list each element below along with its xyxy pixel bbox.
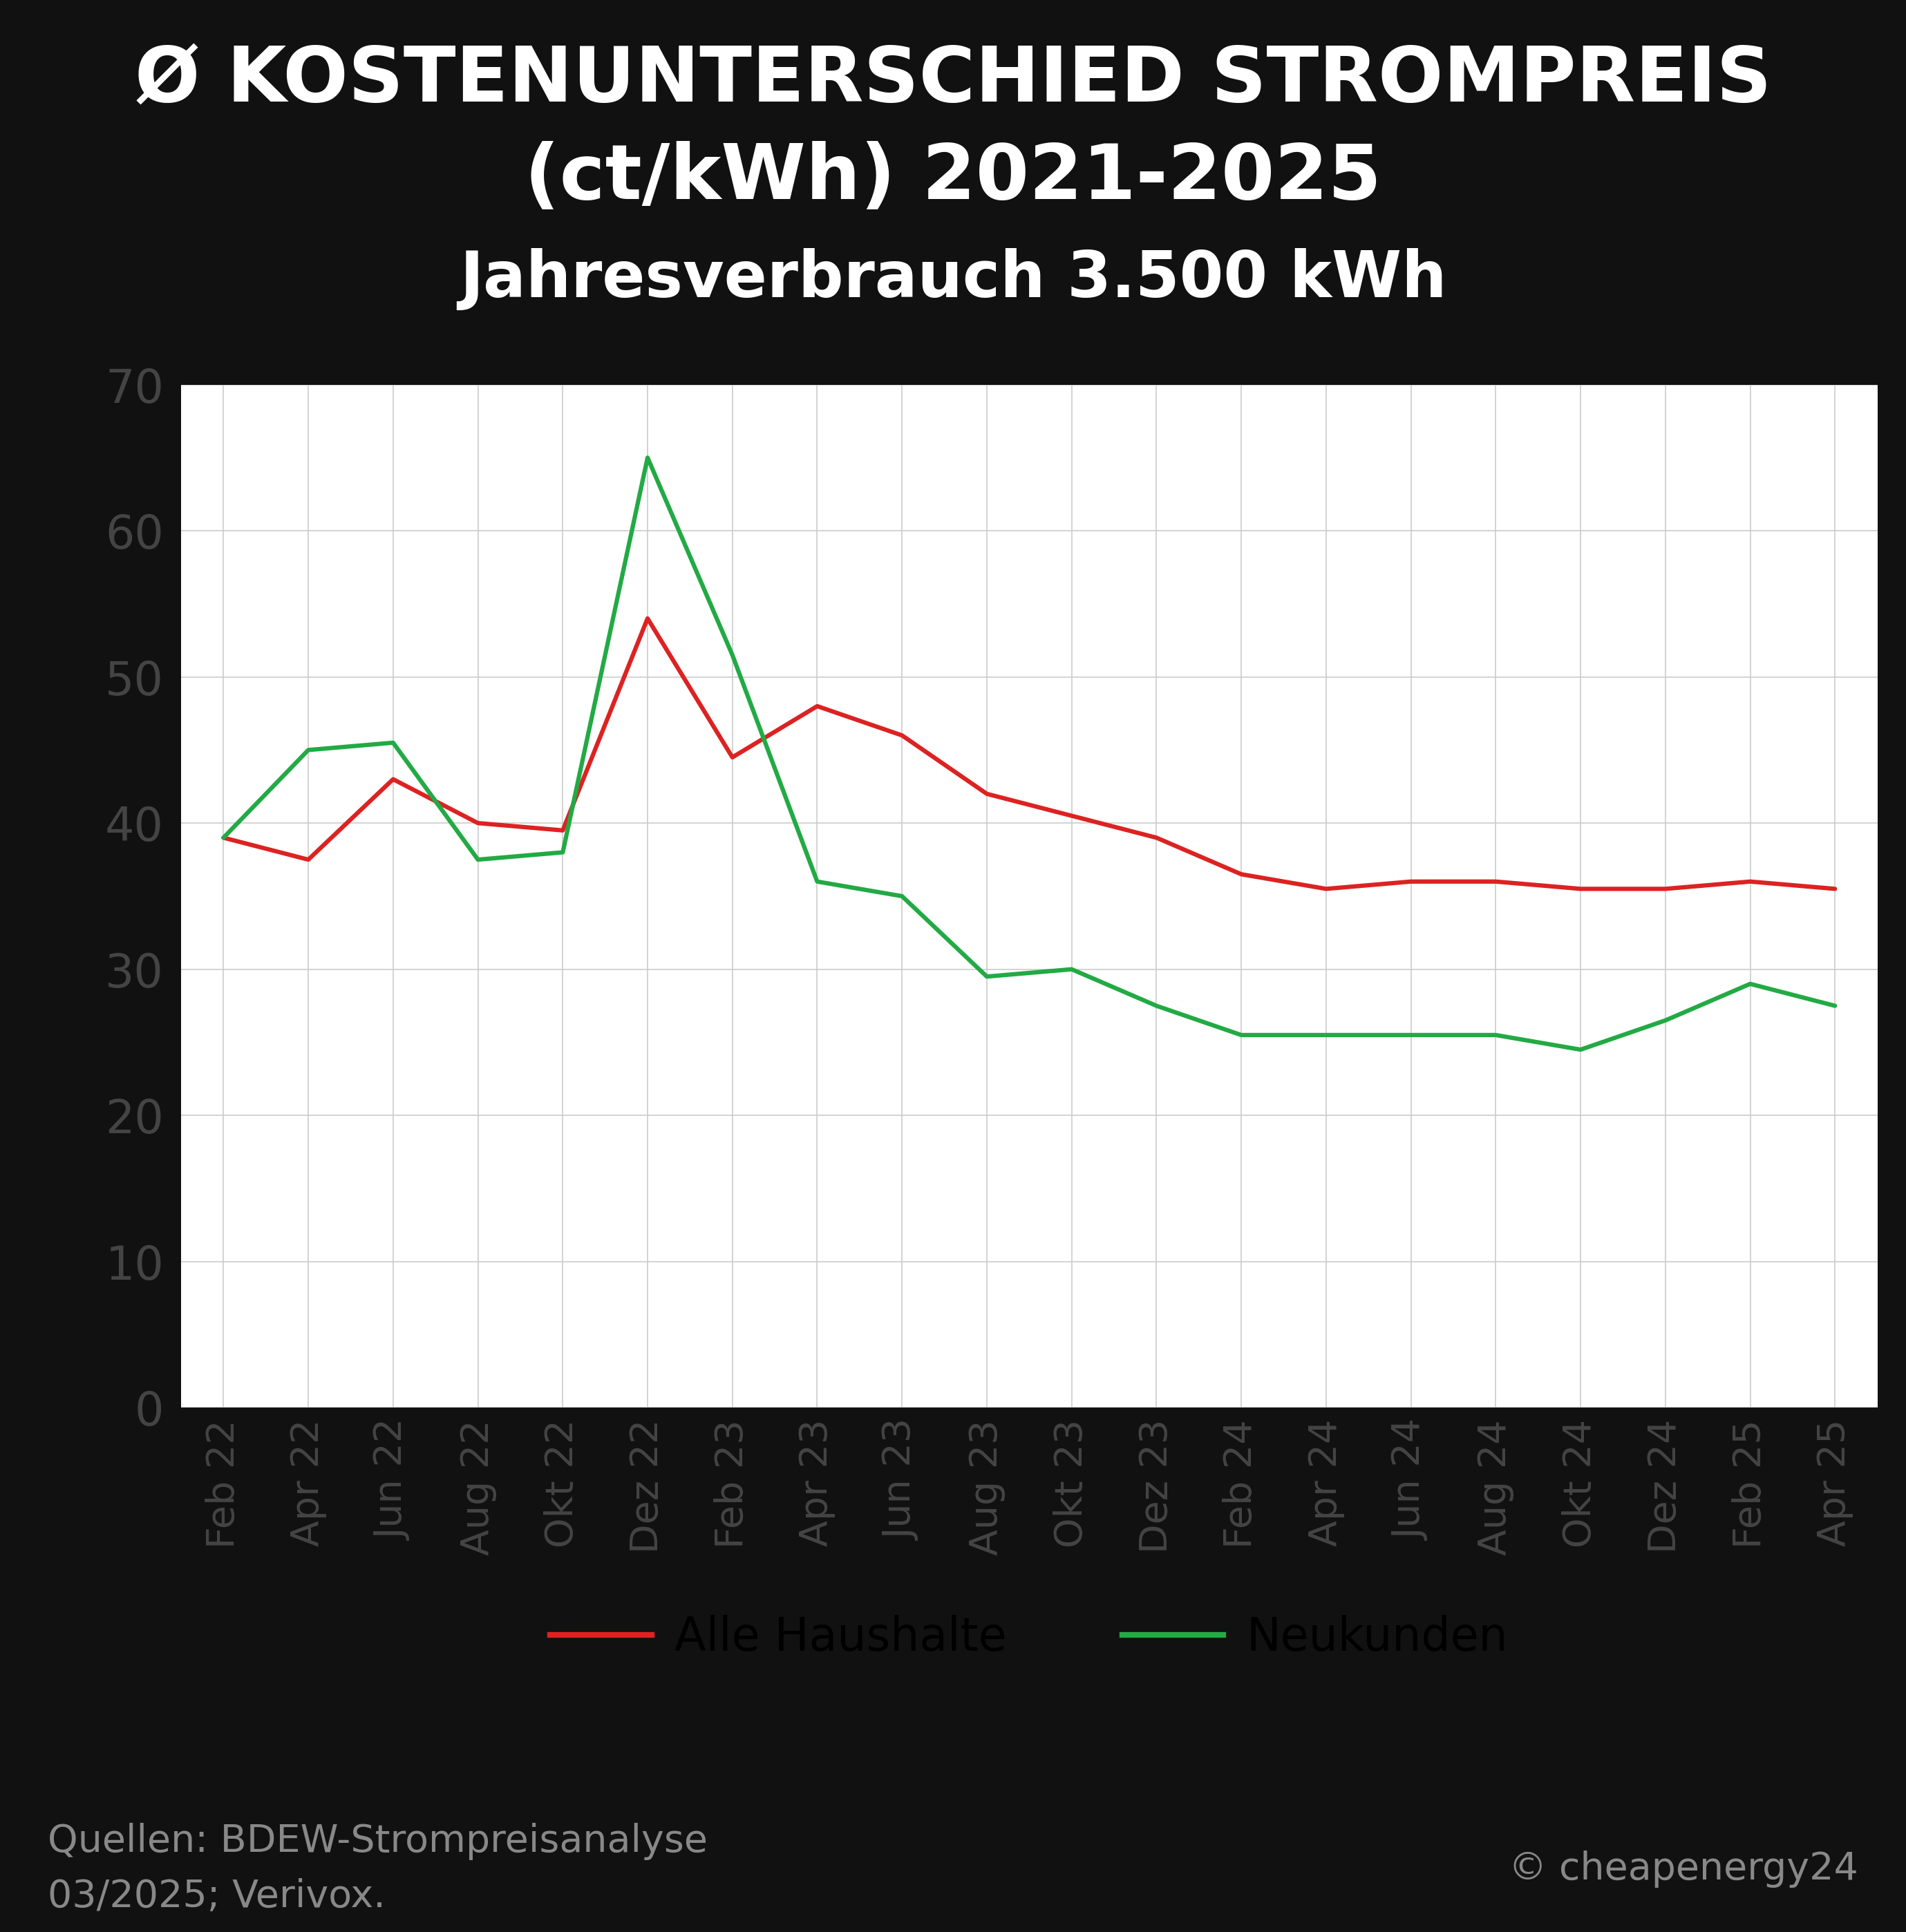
Text: (ct/kWh) 2021-2025: (ct/kWh) 2021-2025 xyxy=(524,141,1382,214)
Text: Quellen: BDEW-Strompreisanalyse
03/2025; Verivox.: Quellen: BDEW-Strompreisanalyse 03/2025;… xyxy=(48,1824,707,1915)
Legend: Alle Haushalte, Neukunden: Alle Haushalte, Neukunden xyxy=(551,1615,1508,1660)
Text: Jahresverbrauch 3.500 kWh: Jahresverbrauch 3.500 kWh xyxy=(459,247,1447,311)
Text: © cheapenergy24: © cheapenergy24 xyxy=(1510,1851,1858,1888)
Text: Ø KOSTENUNTERSCHIED STROMPREIS: Ø KOSTENUNTERSCHIED STROMPREIS xyxy=(135,43,1771,118)
